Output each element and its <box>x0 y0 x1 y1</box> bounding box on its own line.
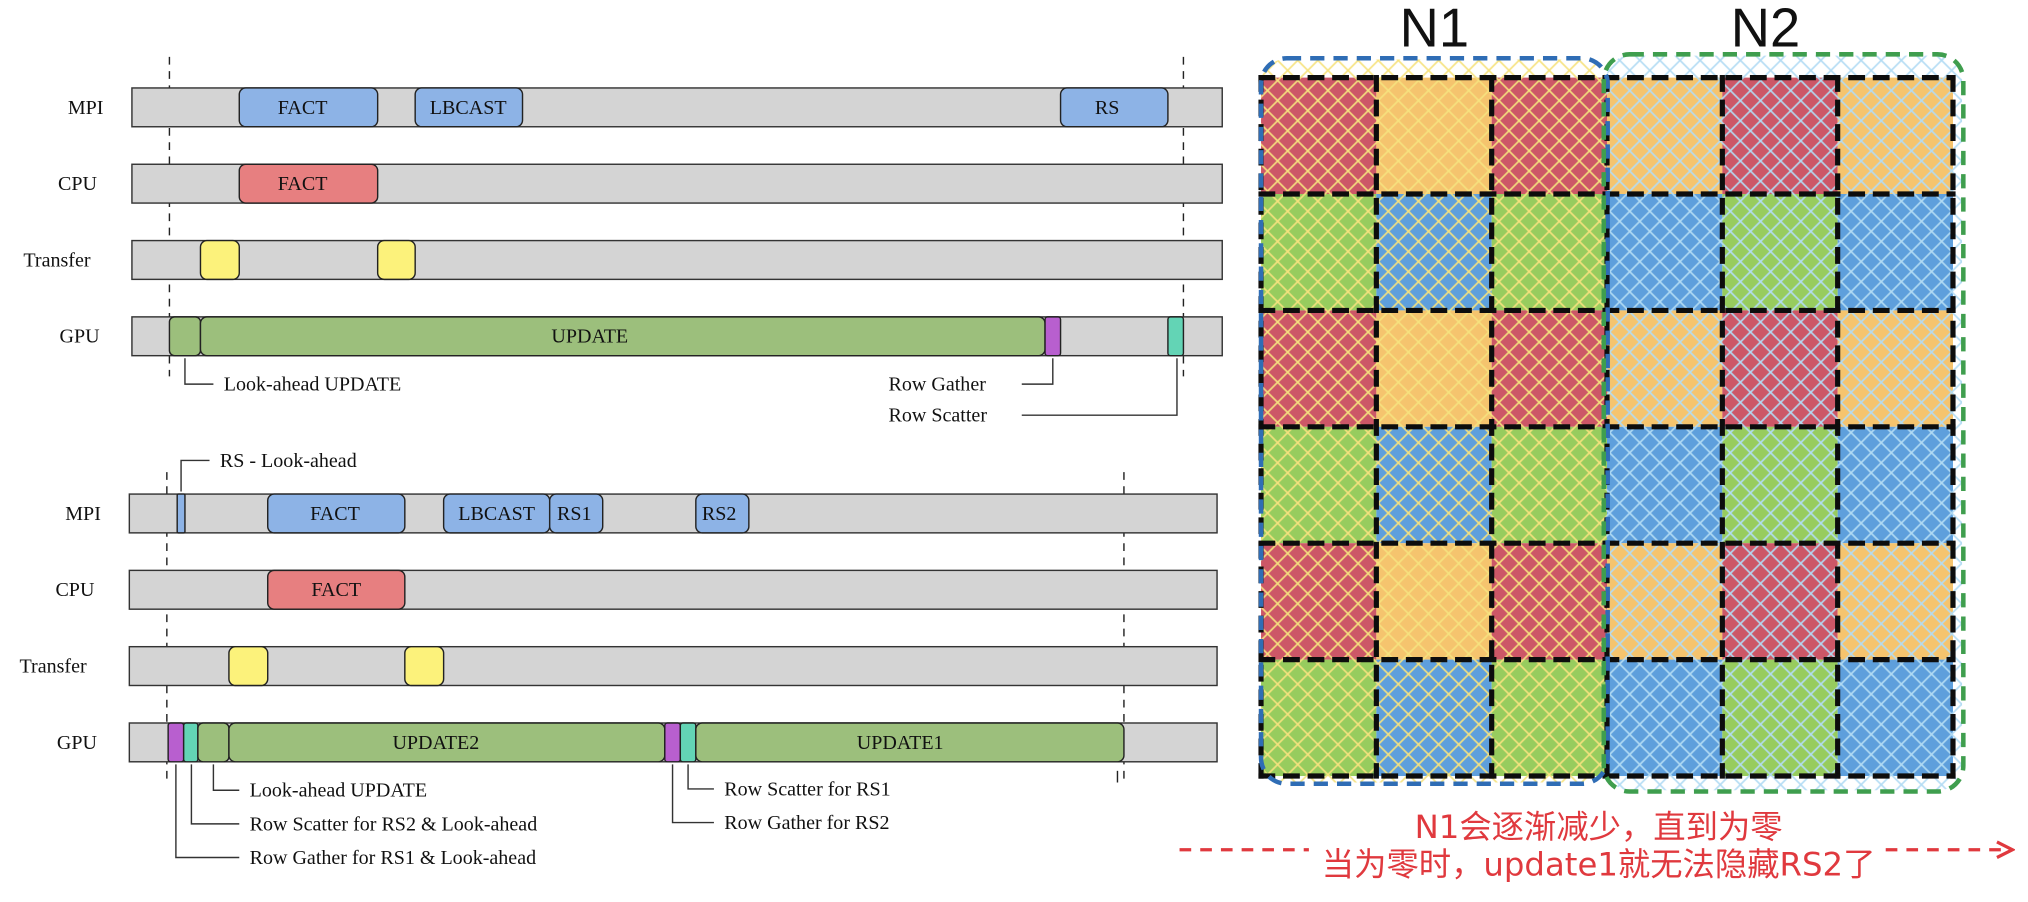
n2-region-border <box>1601 52 1966 794</box>
bottom-row-gather-rs2-annotation: Row Gather for RS2 <box>724 812 889 834</box>
bottom-row-label-mpi: MPI <box>65 503 101 525</box>
n1-region-hatch <box>1261 59 1607 783</box>
bottom-mpi-rs-lookahead-task <box>176 493 186 534</box>
top-cpu-fact-label: FACT <box>278 173 328 195</box>
bottom-rs-lookahead-annotation: RS - Look-ahead <box>220 450 357 472</box>
note: N1会逐渐减少，直到为零 当为零时，update1就无法隐藏RS2了 <box>1179 808 2013 884</box>
top-row-gather-callout-line <box>1021 358 1054 385</box>
bottom-row-scatter-rs1-annotation: Row Scatter for RS1 <box>724 778 890 800</box>
bottom-gpu-lookahead-update-task <box>197 722 230 763</box>
top-row-scatter-annotation: Row Scatter <box>889 405 988 427</box>
bottom-gpu-row-scatter-rs2-task <box>182 722 199 763</box>
bottom-mpi-fact-task <box>267 493 406 534</box>
top-lookahead-update-annotation: Look-ahead UPDATE <box>224 374 401 396</box>
bottom-transfer-block-1 <box>228 645 269 687</box>
top-row-gather-annotation: Row Gather <box>889 374 987 396</box>
top-transfer-block-1 <box>199 239 240 281</box>
bottom-gpu-update1-task <box>695 722 1125 763</box>
top-mpi-lbcast-task <box>414 87 524 128</box>
grid-title-n1: N1 <box>1400 0 1469 59</box>
bottom-mpi-rs2-task <box>695 493 750 534</box>
n2-region-hatch <box>1606 55 1963 791</box>
note-line-2: 当为零时，update1就无法隐藏RS2了 <box>1322 846 1876 884</box>
bottom-gpu-row-gather-rs1-task <box>167 722 185 763</box>
bottom-mpi-rs1-task <box>548 493 604 534</box>
top-mpi-rs-label: RS <box>1095 97 1120 119</box>
top-transfer-block-2 <box>376 239 416 281</box>
top-mpi-fact-label: FACT <box>278 97 328 119</box>
grid-title-n2: N2 <box>1731 0 1800 59</box>
top-gpu-row-scatter-task <box>1167 316 1185 357</box>
top-row-label-gpu: GPU <box>60 326 101 348</box>
n1-region-border <box>1258 55 1610 787</box>
top-mpi-rs-task <box>1059 87 1169 128</box>
bottom-transfer-block-2 <box>404 645 445 687</box>
bottom-row-scatter-rs2-callout-line <box>190 764 240 825</box>
top-row-scatter-callout-line <box>1021 358 1178 416</box>
bottom-mpi-fact-label: FACT <box>310 503 360 525</box>
bottom-row-scatter-rs2-annotation: Row Scatter for RS2 & Look-ahead <box>250 813 538 835</box>
bottom-row-scatter-rs1-callout-line <box>687 764 714 790</box>
bottom-gpu-row-scatter-rs1-task <box>679 722 697 763</box>
bottom-mpi-rs1-label: RS1 <box>557 503 592 525</box>
bottom-gpu-update1-label: UPDATE1 <box>857 732 944 754</box>
top-cpu-fact-task <box>238 163 379 204</box>
bottom-lookahead-update-annotation: Look-ahead UPDATE <box>250 780 427 802</box>
top-lookahead-update-callout-line <box>184 358 214 385</box>
top-mpi-fact-task <box>238 87 379 128</box>
top-row-label-mpi: MPI <box>68 97 104 119</box>
bottom-rs-lookahead-callout-line <box>180 459 210 492</box>
bottom-lookahead-update-callout-line <box>212 764 240 791</box>
bottom-row-gather-rs1-annotation: Row Gather for RS1 & Look-ahead <box>250 847 536 869</box>
top-gpu-update-label: UPDATE <box>551 326 628 348</box>
bottom-timeline: RS - Look-ahead MPI CPU Transfer GPU FAC… <box>20 450 1218 869</box>
bottom-gpu-update2-label: UPDATE2 <box>392 732 479 754</box>
top-gpu-row-gather-task <box>1044 316 1062 357</box>
note-line-1: N1会逐渐减少，直到为零 <box>1415 808 1783 846</box>
bottom-mpi-rs2-label: RS2 <box>702 503 737 525</box>
bottom-gpu-row-gather-rs2-task <box>664 722 682 763</box>
note-line-1-text: N1会逐渐减少，直到为零 <box>1415 808 1783 846</box>
bottom-row-label-gpu: GPU <box>57 732 98 754</box>
bottom-mpi-lbcast-label: LBCAST <box>458 503 535 525</box>
top-row-label-cpu: CPU <box>58 173 98 195</box>
top-timeline: MPI CPU Transfer GPU FACT LBCAST RS FACT… <box>23 56 1223 427</box>
note-line-2-text: 当为零时，update1就无法隐藏RS2了 <box>1322 846 1876 884</box>
bottom-row-label-transfer: Transfer <box>20 656 87 678</box>
bottom-row-gather-rs1-callout-line <box>175 764 240 859</box>
process-grid: N1 N2 <box>1258 0 1966 794</box>
top-gpu-lookahead-update-task <box>168 316 202 357</box>
bottom-row-gather-rs2-callout-line <box>671 764 714 824</box>
top-mpi-lbcast-label: LBCAST <box>430 97 507 119</box>
top-row-label-transfer: Transfer <box>23 249 90 271</box>
top-track-transfer <box>131 239 1223 281</box>
bottom-cpu-fact-label: FACT <box>311 579 361 601</box>
bottom-row-label-cpu: CPU <box>55 579 95 601</box>
bottom-cpu-fact-task <box>267 569 406 610</box>
bottom-track-transfer <box>128 645 1218 687</box>
